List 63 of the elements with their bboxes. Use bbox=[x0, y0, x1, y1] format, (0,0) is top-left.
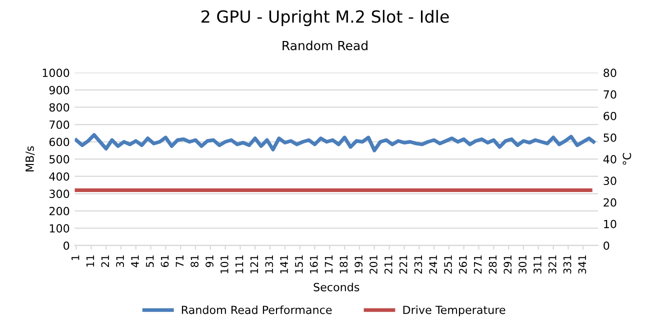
y-tick-label: 800 bbox=[49, 103, 70, 112]
x-tick-label: 181 bbox=[340, 255, 348, 274]
y2-tick-label: 80 bbox=[604, 68, 616, 78]
legend-label: Drive Temperature bbox=[403, 305, 506, 316]
y2-tick-label: 20 bbox=[604, 198, 616, 207]
y-tick-label: 700 bbox=[50, 120, 70, 129]
x-tick-label: 71 bbox=[176, 255, 184, 267]
x-tick-label: 111 bbox=[236, 255, 244, 274]
x-tick-label: 331 bbox=[563, 255, 572, 274]
x-tick-label: 341 bbox=[578, 255, 586, 274]
x-tick-label: 201 bbox=[370, 255, 378, 274]
y-tick-label: 200 bbox=[49, 206, 70, 216]
x-tick-label: 291 bbox=[504, 255, 512, 274]
line-series bbox=[74, 133, 596, 152]
x-tick-label: 41 bbox=[131, 255, 139, 268]
x-tick-label: 151 bbox=[295, 255, 303, 274]
x-tick-label: 311 bbox=[534, 255, 542, 274]
x-tick-label: 271 bbox=[474, 255, 482, 274]
x-tick-label: 171 bbox=[324, 255, 333, 274]
y-tick-label: 100 bbox=[50, 224, 70, 233]
y-tick-label: 600 bbox=[49, 138, 70, 146]
x-tick-label: 101 bbox=[220, 255, 228, 274]
x-tick-label: 281 bbox=[488, 255, 497, 274]
x-tick-label: 61 bbox=[160, 255, 169, 268]
x-tick-label: 21 bbox=[101, 255, 109, 267]
x-tick-label: 121 bbox=[250, 255, 258, 274]
x-tick-label: 31 bbox=[116, 255, 124, 267]
x-tick-label: 251 bbox=[444, 255, 452, 274]
y2-tick-label: 0 bbox=[604, 241, 610, 250]
y2-tick-label: 40 bbox=[603, 155, 616, 164]
y2-tick-label: 10 bbox=[604, 220, 616, 228]
chart-subtitle: Random Read bbox=[282, 40, 368, 50]
x-tick-label: 91 bbox=[206, 255, 214, 268]
x-tick-label: 231 bbox=[414, 255, 422, 274]
y2-tick-label: 30 bbox=[604, 176, 616, 186]
y-tick-label: 300 bbox=[50, 190, 70, 198]
x-tick-label: 1 bbox=[72, 255, 80, 260]
x-tick-label: 51 bbox=[146, 255, 154, 267]
x-tick-label: 11 bbox=[86, 255, 94, 267]
legend-label: Random Read Performance bbox=[182, 305, 332, 314]
y-tick-label: 400 bbox=[49, 172, 70, 181]
x-tick-label: 161 bbox=[310, 255, 318, 274]
y-tick-label: 900 bbox=[49, 86, 70, 94]
x-tick-label: 191 bbox=[354, 255, 363, 274]
y-tick-label: 1000 bbox=[42, 68, 70, 78]
x-tick-label: 241 bbox=[429, 255, 437, 274]
y2-tick-label: 60 bbox=[604, 112, 616, 120]
y2-tick-label: 70 bbox=[604, 90, 616, 99]
x-tick-label: 81 bbox=[190, 255, 199, 268]
x-tick-label: 221 bbox=[399, 255, 408, 274]
x-tick-label: 261 bbox=[458, 255, 467, 274]
y-axis-title: MB/s bbox=[26, 146, 35, 172]
x-axis-title: Seconds bbox=[314, 282, 360, 292]
x-tick-label: 141 bbox=[280, 255, 288, 274]
x-tick-label: 211 bbox=[384, 255, 392, 274]
y2-tick-label: 50 bbox=[604, 133, 616, 142]
y-tick-label: 0 bbox=[64, 241, 70, 250]
x-tick-label: 301 bbox=[518, 255, 526, 274]
chart-title: 2 GPU - Upright M.2 Slot - Idle bbox=[202, 10, 449, 26]
y-tick-label: 500 bbox=[50, 155, 70, 164]
y2-axis-title: °C bbox=[622, 153, 632, 165]
x-tick-label: 321 bbox=[548, 255, 556, 274]
x-tick-label: 131 bbox=[265, 255, 274, 274]
